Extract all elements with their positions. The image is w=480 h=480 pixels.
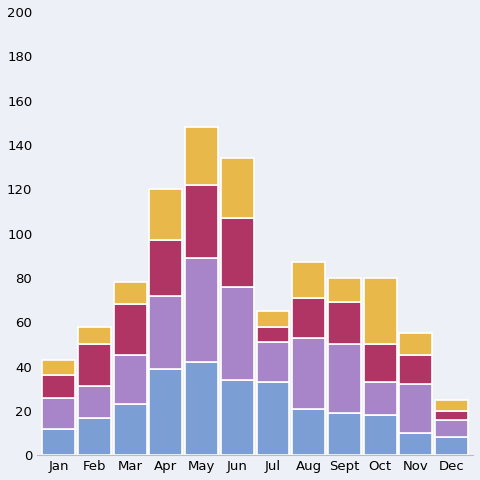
Bar [185, 127, 218, 185]
Bar [221, 158, 254, 218]
Bar [78, 327, 111, 344]
Bar [435, 437, 468, 455]
Bar [399, 356, 432, 384]
Bar [328, 278, 361, 302]
Bar [114, 404, 146, 455]
Bar [364, 382, 396, 415]
Bar [42, 360, 75, 375]
Bar [149, 189, 182, 240]
Bar [42, 397, 75, 429]
Bar [149, 369, 182, 455]
Bar [399, 333, 432, 356]
Bar [114, 356, 146, 404]
Bar [292, 338, 325, 408]
Bar [292, 408, 325, 455]
Bar [435, 400, 468, 411]
Bar [42, 429, 75, 455]
Bar [328, 413, 361, 455]
Bar [364, 278, 396, 344]
Bar [328, 344, 361, 413]
Bar [399, 433, 432, 455]
Bar [78, 386, 111, 418]
Bar [149, 296, 182, 369]
Bar [221, 218, 254, 287]
Bar [78, 344, 111, 386]
Bar [435, 411, 468, 420]
Bar [256, 382, 289, 455]
Bar [364, 344, 396, 382]
Bar [185, 258, 218, 362]
Bar [292, 263, 325, 298]
Bar [256, 311, 289, 327]
Bar [221, 287, 254, 380]
Bar [149, 240, 182, 296]
Bar [364, 415, 396, 455]
Bar [185, 185, 218, 258]
Bar [399, 384, 432, 433]
Bar [185, 362, 218, 455]
Bar [292, 298, 325, 338]
Bar [256, 327, 289, 342]
Bar [114, 282, 146, 304]
Bar [221, 380, 254, 455]
Bar [256, 342, 289, 382]
Bar [114, 304, 146, 356]
Bar [42, 375, 75, 397]
Bar [435, 420, 468, 437]
Bar [78, 418, 111, 455]
Bar [328, 302, 361, 344]
